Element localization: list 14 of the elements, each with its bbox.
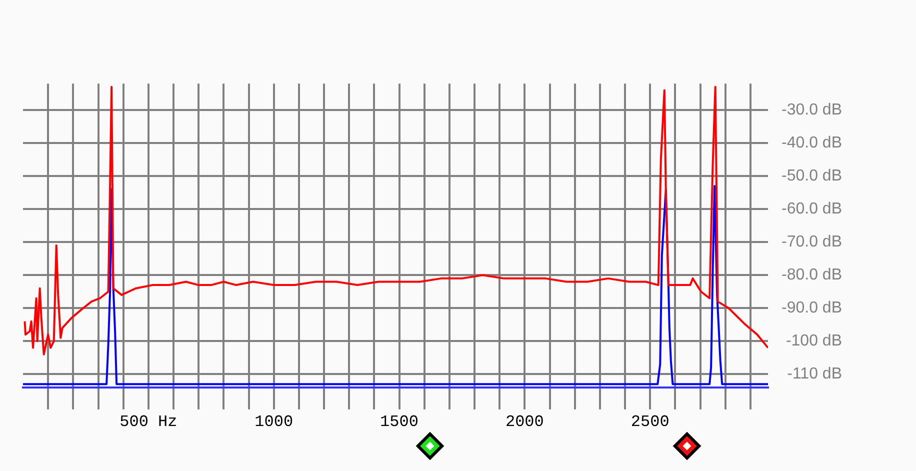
y-tick-label: -50.0 dB (782, 167, 842, 184)
x-tick-label: 2000 (505, 413, 544, 432)
x-tick-label: 1500 (380, 413, 418, 432)
y-tick-label: -30.0 dB (782, 101, 842, 118)
y-tick-label: -90.0 dB (782, 300, 842, 317)
x-tick-label: 500 Hz (120, 413, 178, 432)
x-tick-label: 2500 (630, 413, 670, 432)
y-tick-label: -40.0 dB (782, 134, 842, 152)
x-tick-label: 1000 (254, 413, 294, 432)
y-tick-label: -60.0 dB (782, 200, 842, 218)
y-tick-label: -70.0 dB (782, 234, 842, 251)
y-tick-label: -80.0 dB (782, 266, 842, 284)
y-tick-label: -110 dB (787, 366, 842, 383)
y-tick-label: -100 dB (786, 332, 842, 350)
